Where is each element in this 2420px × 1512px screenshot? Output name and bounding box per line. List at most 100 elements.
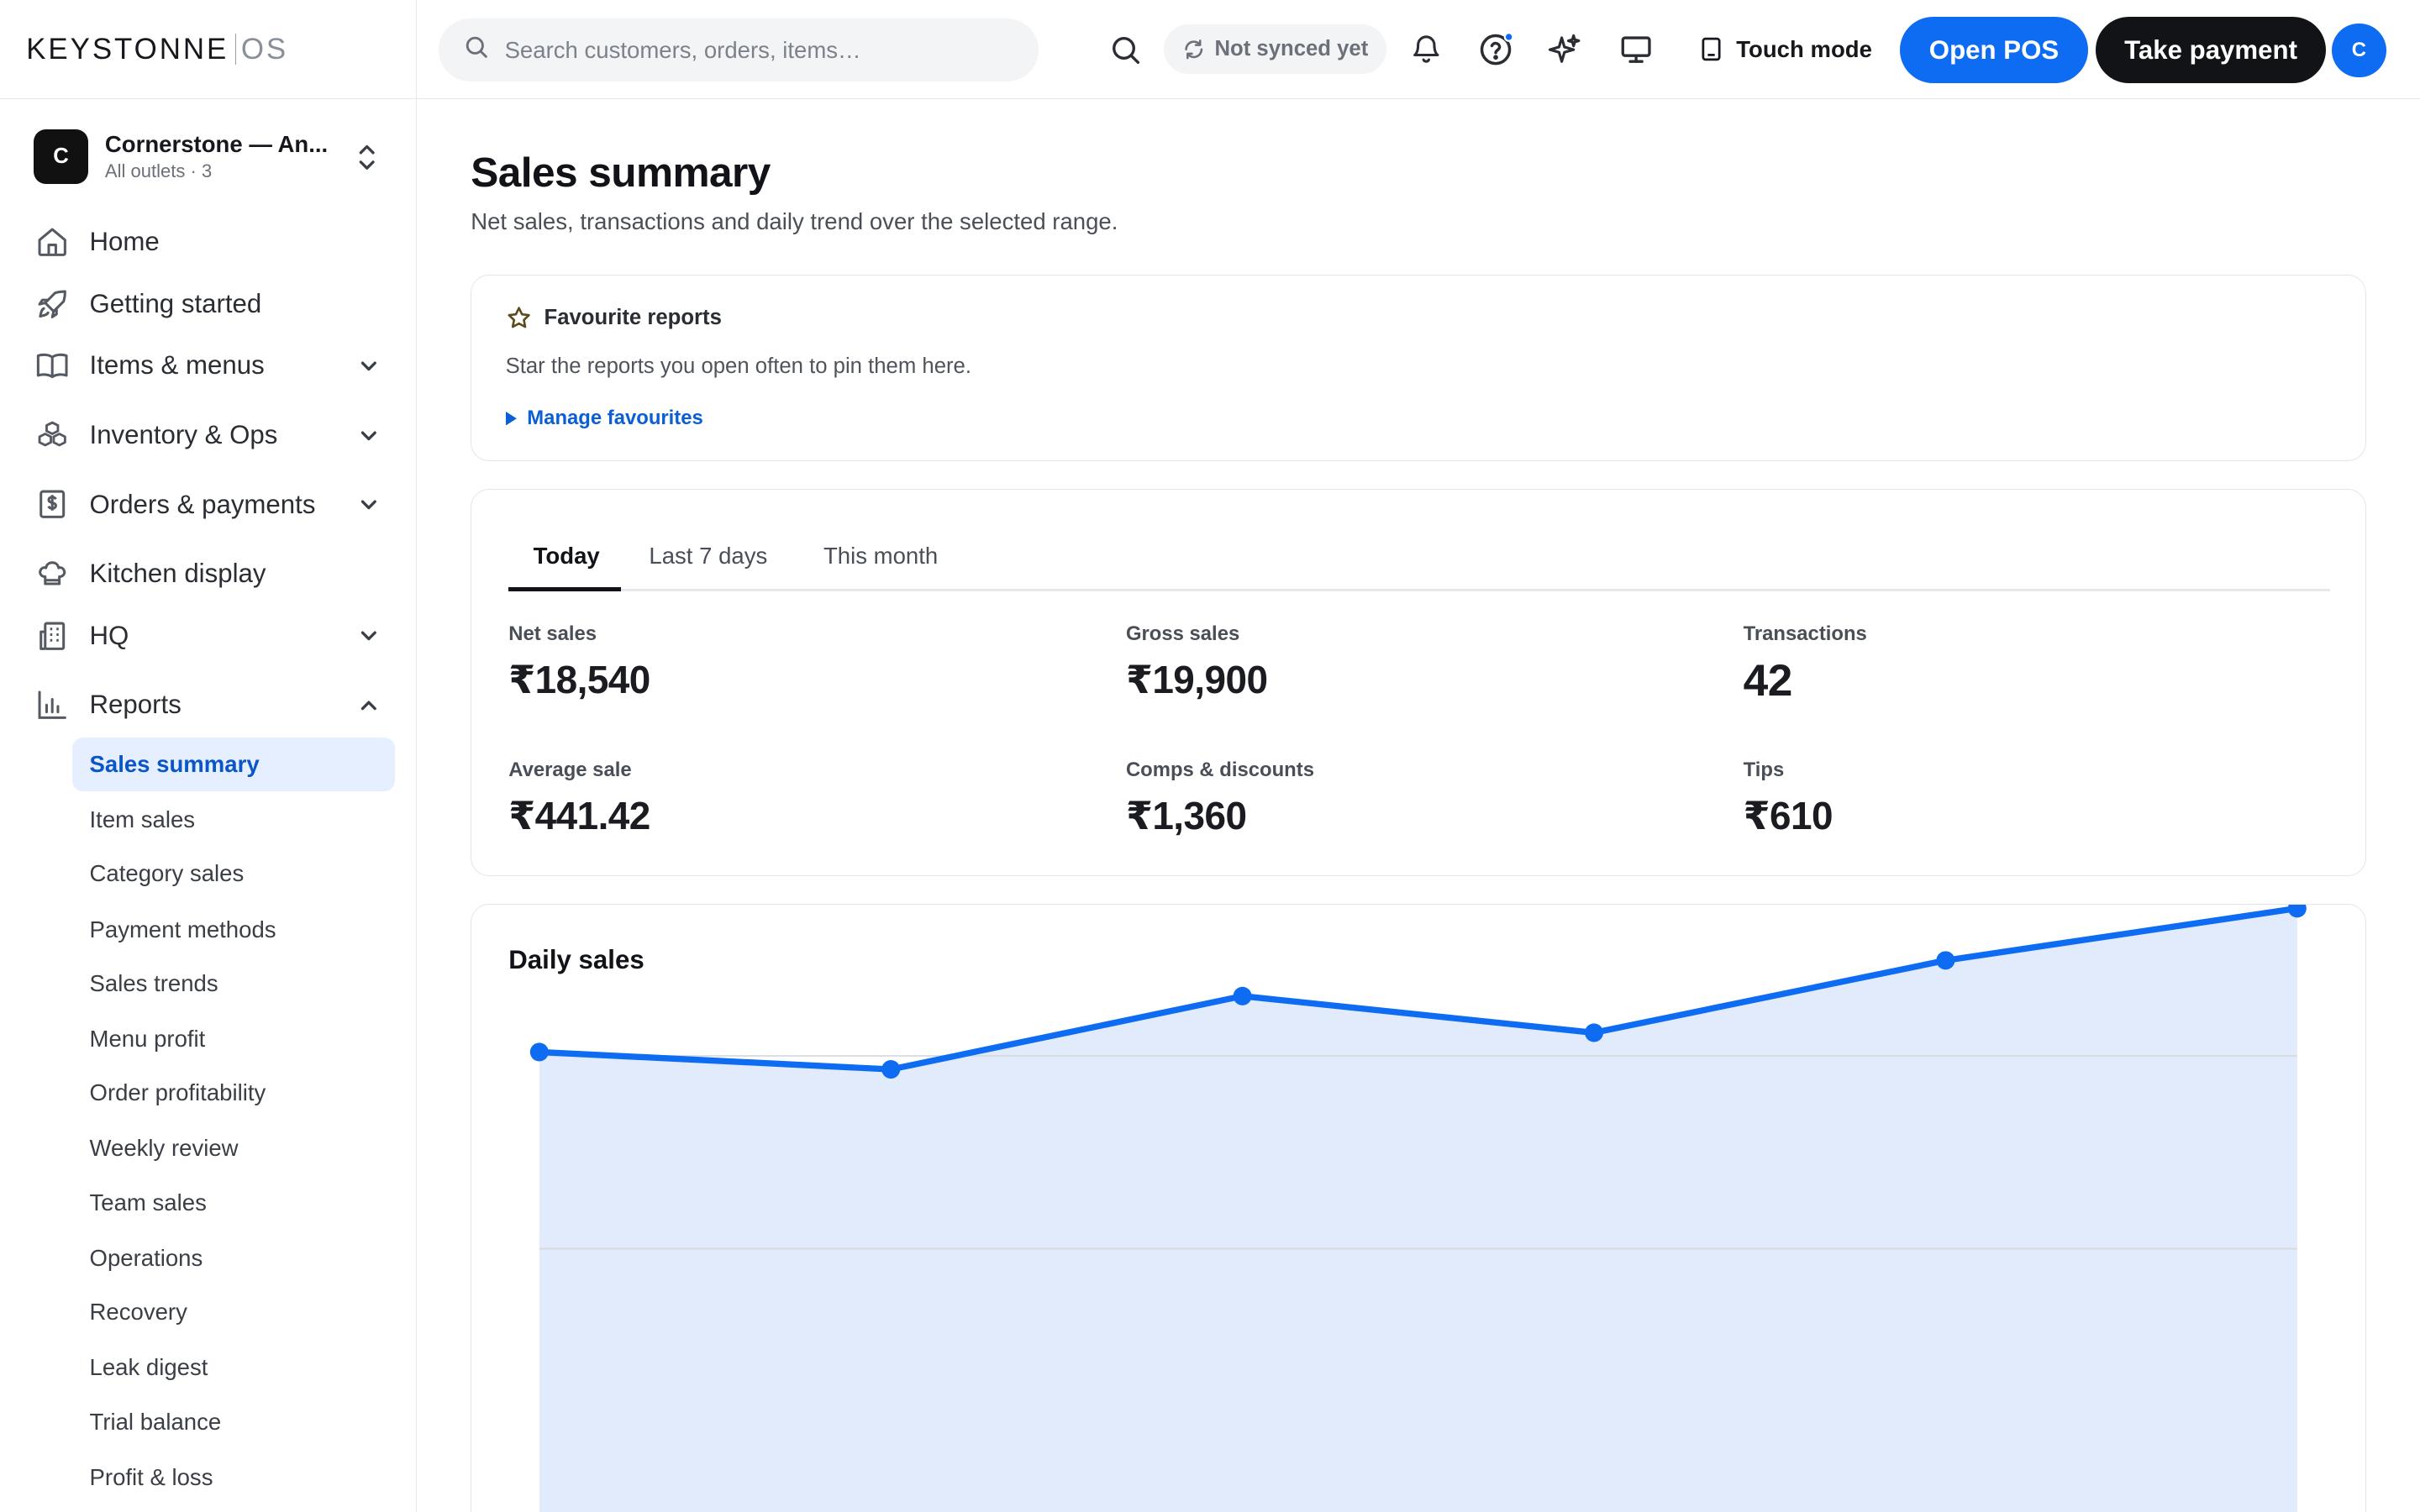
chevron-down-icon: [358, 354, 380, 384]
tab-this-month[interactable]: This month: [823, 542, 939, 569]
chart-data-point: [881, 1060, 901, 1079]
sidebar-subitem-leak-digest[interactable]: Leak digest: [89, 1354, 208, 1381]
metric-value: ₹610: [1743, 793, 1833, 837]
metric-label: Comps & discounts: [1125, 758, 1314, 781]
metric-gross-sales: Gross sales ₹19,900: [1126, 622, 1712, 702]
sidebar-subitem-order-profitability[interactable]: Order profitability: [89, 1079, 266, 1106]
sidebar-item-items-menus[interactable]: Items & menus: [34, 341, 388, 391]
metric-label: Gross sales: [1125, 622, 1240, 646]
sync-status-chip[interactable]: Not synced yet: [1163, 24, 1387, 75]
sidebar-item-label: Home: [89, 227, 160, 257]
metric-label: Net sales: [508, 622, 597, 646]
top-bar: KEYSTONNE OS Not synced yet: [0, 0, 2420, 99]
chart-data-point: [1585, 1023, 1604, 1042]
org-logo: C: [34, 129, 88, 184]
refresh-icon: [1182, 38, 1206, 61]
metric-value: ₹18,540: [508, 658, 650, 702]
brand-name: KEYSTONNE: [26, 32, 229, 66]
tab-last-7-days[interactable]: Last 7 days: [649, 542, 768, 569]
favourite-reports-card: Favourite reports Star the reports you o…: [471, 274, 2366, 462]
sidebar-subitem-sales-trends[interactable]: Sales trends: [89, 969, 218, 996]
metric-comps-discounts: Comps & discounts ₹1,360: [1126, 759, 1712, 838]
metric-value: ₹19,900: [1125, 658, 1268, 702]
take-payment-button[interactable]: Take payment: [2096, 17, 2326, 84]
sidebar-subitem-recovery[interactable]: Recovery: [89, 1299, 187, 1326]
chevron-down-icon: [358, 492, 380, 522]
chart-title: Daily sales: [508, 945, 644, 975]
boxes-icon: [34, 417, 71, 454]
tab-today[interactable]: Today: [533, 542, 600, 569]
favourite-reports-heading: Favourite reports: [506, 305, 722, 331]
sales-metrics-card: Today Last 7 days This month Net sales ₹…: [471, 489, 2366, 877]
metric-label: Transactions: [1743, 622, 1867, 646]
org-sub: All outlets · 3: [104, 160, 213, 181]
chevron-up-down-icon: [355, 142, 379, 180]
sidebar-subitem-menu-profit[interactable]: Menu profit: [89, 1026, 206, 1052]
sidebar-item-getting-started[interactable]: Getting started: [34, 279, 388, 328]
org-switcher[interactable]: C Cornerstone — An... All outlets · 3: [34, 129, 388, 185]
metric-net-sales: Net sales ₹18,540: [508, 622, 1095, 702]
sidebar-item-label: Inventory & Ops: [89, 419, 278, 449]
favourite-reports-description: Star the reports you open often to pin t…: [505, 354, 971, 378]
brand-suffix: OS: [240, 32, 289, 66]
manage-favourites-link[interactable]: Manage favourites: [505, 407, 703, 430]
touch-mode-toggle[interactable]: Touch mode: [1697, 28, 1872, 71]
sidebar-subitem-profit-loss[interactable]: Profit & loss: [89, 1463, 213, 1490]
sidebar-subitem-item-sales[interactable]: Item sales: [89, 806, 196, 833]
sidebar-item-hq[interactable]: HQ: [34, 611, 388, 660]
open-pos-button[interactable]: Open POS: [1899, 17, 2089, 84]
sidebar: C Cornerstone — An... All outlets · 3 Ho…: [0, 98, 417, 1512]
sidebar-subitem-team-sales[interactable]: Team sales: [89, 1189, 207, 1215]
sidebar-subitem-trial-balance[interactable]: Trial balance: [89, 1408, 222, 1435]
touch-mode-label: Touch mode: [1736, 35, 1872, 62]
tablet-icon: [1697, 35, 1725, 63]
search-icon: [463, 34, 489, 66]
metric-tips: Tips ₹610: [1744, 759, 2330, 838]
search-button-icon[interactable]: [1103, 28, 1146, 71]
sidebar-item-kitchen-display[interactable]: Kitchen display: [34, 549, 388, 599]
sidebar-item-label: Items & menus: [89, 350, 265, 381]
range-tabs: Today Last 7 days This month: [508, 527, 2330, 592]
sidebar-subitem-category-sales[interactable]: Category sales: [89, 860, 245, 887]
metric-value: ₹441.42: [508, 793, 650, 837]
chevron-up-icon: [358, 693, 380, 723]
brand-divider: [234, 34, 237, 66]
metric-label: Tips: [1743, 758, 1785, 781]
sparkles-icon[interactable]: [1544, 28, 1586, 71]
page-subtitle: Net sales, transactions and daily trend …: [471, 207, 1118, 234]
chart-series-line: [536, 905, 2301, 1074]
search-input[interactable]: [504, 36, 999, 64]
star-icon: [506, 305, 532, 331]
metric-value: 42: [1743, 656, 1793, 706]
book-icon: [34, 347, 71, 384]
chevron-down-icon: [358, 423, 380, 453]
active-tab-indicator: [508, 586, 622, 592]
manage-favourites-label: Manage favourites: [527, 407, 703, 430]
sidebar-item-label: Orders & payments: [89, 489, 316, 519]
bell-icon[interactable]: [1404, 28, 1447, 71]
chef-hat-icon: [34, 555, 71, 592]
brand-logo[interactable]: KEYSTONNE OS: [0, 0, 417, 99]
help-icon[interactable]: [1474, 28, 1517, 71]
sidebar-subitem-payment-methods[interactable]: Payment methods: [89, 916, 276, 942]
sidebar-item-label: Kitchen display: [89, 559, 266, 589]
sidebar-subitem-sales-summary[interactable]: Sales summary: [72, 737, 396, 792]
avatar[interactable]: C: [2332, 23, 2386, 77]
sidebar-item-label: Reports: [89, 690, 182, 720]
receipt-icon: [34, 486, 71, 523]
main-content: Sales summary Net sales, transactions an…: [417, 99, 2420, 1512]
sidebar-subitem-weekly-review[interactable]: Weekly review: [89, 1135, 239, 1162]
search-bar[interactable]: [438, 18, 1039, 82]
chart-area-fill: [539, 908, 2298, 1512]
chart-data-point: [1936, 951, 1955, 970]
sidebar-item-label: HQ: [89, 620, 129, 650]
sidebar-item-reports[interactable]: Reports: [34, 680, 388, 730]
sidebar-item-orders-payments[interactable]: Orders & payments: [34, 480, 388, 529]
sidebar-subitem-operations[interactable]: Operations: [89, 1244, 203, 1271]
metric-label: Average sale: [508, 758, 632, 781]
building-icon: [34, 617, 71, 654]
sidebar-item-home[interactable]: Home: [34, 218, 388, 267]
sidebar-item-inventory-ops[interactable]: Inventory & Ops: [34, 411, 388, 460]
chart-data-point: [529, 1042, 550, 1062]
monitor-icon[interactable]: [1614, 28, 1657, 71]
